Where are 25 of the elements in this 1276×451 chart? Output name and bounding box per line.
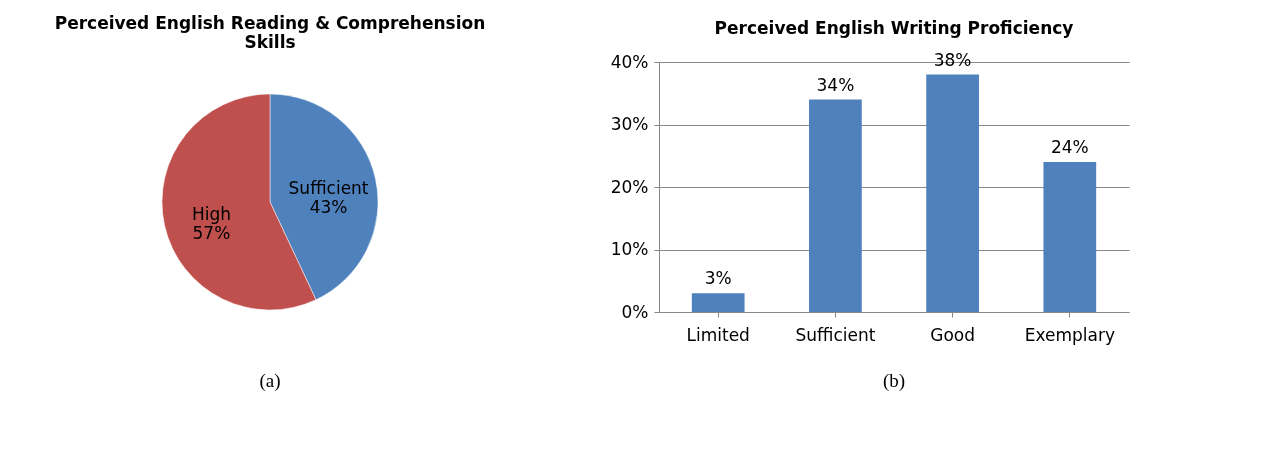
- data-label: 57%: [192, 223, 231, 244]
- text: 34%: [816, 74, 855, 95]
- y-tick-label: 10%: [610, 239, 649, 259]
- chart-title: Perceived English Reading & Comprehension Skills: [54, 13, 486, 52]
- bar: [926, 74, 979, 312]
- slice-label: Sufficient: [288, 177, 369, 198]
- text: (a): [259, 370, 281, 392]
- text: 38%: [933, 49, 972, 70]
- chart-title: Perceived English Writing Proficiency: [714, 17, 1074, 38]
- bar: [691, 293, 745, 312]
- x-tick-label: Sufficient: [795, 324, 876, 345]
- y-tick-label: 20%: [610, 176, 649, 197]
- y-tick-label: 40%: [610, 51, 649, 72]
- slice-label: High: [191, 204, 231, 225]
- bar: [1043, 162, 1097, 312]
- y-tick-label: 30%: [610, 114, 649, 134]
- x-tick-label: Exemplary: [1024, 324, 1115, 345]
- x-tick-label: Good: [930, 324, 975, 345]
- y-tick-label: 0%: [621, 301, 649, 322]
- x-tick-label: Limited: [686, 324, 750, 345]
- text: 3%: [704, 268, 732, 289]
- bar: [809, 99, 862, 312]
- text: 24%: [1050, 137, 1089, 157]
- data-label: 43%: [309, 196, 348, 217]
- text: (b): [882, 370, 906, 392]
